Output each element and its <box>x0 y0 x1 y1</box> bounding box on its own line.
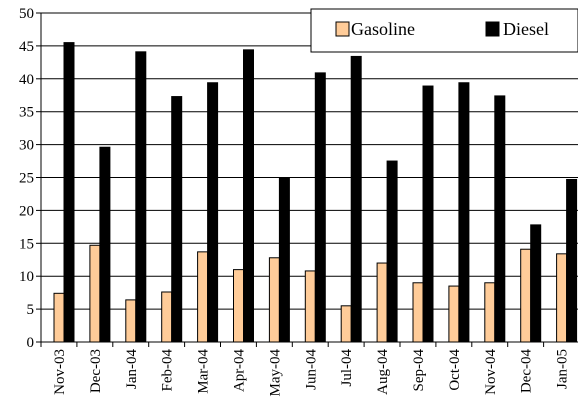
legend-label-diesel: Diesel <box>503 19 549 39</box>
legend-swatch-gasoline <box>335 21 350 37</box>
y-tick-label: 0 <box>27 335 35 351</box>
x-tick-label: Sep-04 <box>411 349 427 392</box>
x-tick-label: May-04 <box>267 349 283 397</box>
y-tick-label: 50 <box>19 6 34 22</box>
bar-diesel-dec-04 <box>530 224 542 343</box>
y-tick-label: 25 <box>19 171 34 187</box>
bar-diesel-oct-04 <box>458 82 470 343</box>
bar-gasoline-jan-04 <box>125 299 137 343</box>
axes <box>36 12 578 347</box>
bar-diesel-mar-04 <box>207 82 219 343</box>
bars <box>53 42 578 343</box>
bar-diesel-jan-04 <box>135 51 147 343</box>
bar-gasoline-apr-04 <box>233 269 244 343</box>
x-tick-label: Feb-04 <box>160 349 176 392</box>
bar-diesel-jun-04 <box>314 72 326 343</box>
bar-gasoline-jul-04 <box>340 305 352 343</box>
y-tick-label: 30 <box>19 138 34 154</box>
legend: Gasoline Diesel <box>310 8 578 53</box>
bar-gasoline-aug-04 <box>376 262 388 343</box>
y-tick-label: 15 <box>19 236 34 252</box>
legend-swatch-diesel <box>485 21 500 37</box>
bar-gasoline-jan-05 <box>556 253 568 343</box>
x-tick-label: Nov-04 <box>483 349 499 395</box>
x-tick-label: Jun-04 <box>303 349 319 390</box>
x-tick-label: Jul-04 <box>339 349 355 387</box>
bar-diesel-jul-04 <box>350 55 362 343</box>
y-tick-label: 20 <box>19 203 34 219</box>
bar-gasoline-mar-04 <box>197 251 209 343</box>
x-tick-label: Mar-04 <box>196 349 212 394</box>
y-tick-label: 10 <box>19 269 34 285</box>
legend-box <box>310 8 578 53</box>
x-tick-label: Jan-05 <box>555 349 571 389</box>
bar-diesel-nov-04 <box>494 95 506 343</box>
bar-gasoline-dec-04 <box>520 248 532 343</box>
x-tick-label: Dec-04 <box>519 349 535 394</box>
bar-gasoline-may-04 <box>268 257 280 343</box>
bar-diesel-dec-03 <box>99 146 111 343</box>
x-tick-label: Dec-03 <box>88 349 104 393</box>
x-tick-label: Jan-04 <box>124 349 140 389</box>
bar-gasoline-dec-03 <box>89 244 101 343</box>
bar-diesel-jan-05 <box>566 178 578 343</box>
bar-gasoline-sep-04 <box>412 282 424 343</box>
bar-gasoline-feb-04 <box>161 291 173 343</box>
y-tick-label: 5 <box>27 302 35 318</box>
bar-gasoline-nov-03 <box>53 292 65 343</box>
legend-label-gasoline: Gasoline <box>351 19 415 39</box>
bar-diesel-feb-04 <box>171 96 183 343</box>
bar-diesel-nov-03 <box>63 42 75 343</box>
bar-diesel-apr-04 <box>243 49 254 343</box>
x-axis-tick-labels: Nov-03 Dec-03 Jan-04 Feb-04 Mar-04 Apr-04 May-… <box>52 349 571 397</box>
bar-gasoline-nov-04 <box>484 282 496 343</box>
x-tick-label: Apr-04 <box>231 349 247 393</box>
bar-diesel-may-04 <box>278 177 290 343</box>
bar-gasoline-oct-04 <box>448 285 460 343</box>
x-tick-label: Oct-04 <box>447 349 463 391</box>
x-tick-label: Aug-04 <box>375 349 391 395</box>
x-tick-label: Nov-03 <box>52 349 68 395</box>
y-tick-label: 40 <box>19 72 34 88</box>
y-axis-tick-labels: 0 5 10 15 20 25 30 35 40 45 50 <box>19 6 34 351</box>
y-tick-label: 45 <box>19 39 34 55</box>
y-tick-label: 35 <box>19 105 34 121</box>
bar-diesel-sep-04 <box>422 85 434 343</box>
bar-diesel-aug-04 <box>386 160 398 343</box>
bar-gasoline-jun-04 <box>304 270 316 343</box>
